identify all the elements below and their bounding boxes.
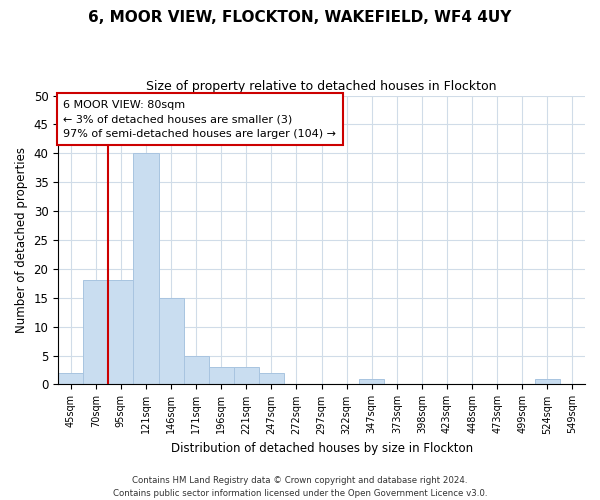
Y-axis label: Number of detached properties: Number of detached properties bbox=[15, 147, 28, 333]
Bar bbox=[234, 367, 259, 384]
Bar bbox=[259, 373, 284, 384]
Bar bbox=[158, 298, 184, 384]
Bar bbox=[58, 373, 83, 384]
Text: 6, MOOR VIEW, FLOCKTON, WAKEFIELD, WF4 4UY: 6, MOOR VIEW, FLOCKTON, WAKEFIELD, WF4 4… bbox=[88, 10, 512, 25]
Bar bbox=[109, 280, 133, 384]
Bar bbox=[83, 280, 109, 384]
Text: 6 MOOR VIEW: 80sqm
← 3% of detached houses are smaller (3)
97% of semi-detached : 6 MOOR VIEW: 80sqm ← 3% of detached hous… bbox=[64, 100, 337, 138]
Bar bbox=[535, 378, 560, 384]
Title: Size of property relative to detached houses in Flockton: Size of property relative to detached ho… bbox=[146, 80, 497, 93]
Text: Contains HM Land Registry data © Crown copyright and database right 2024.
Contai: Contains HM Land Registry data © Crown c… bbox=[113, 476, 487, 498]
Bar bbox=[209, 367, 234, 384]
Bar bbox=[133, 154, 158, 384]
X-axis label: Distribution of detached houses by size in Flockton: Distribution of detached houses by size … bbox=[170, 442, 473, 455]
Bar bbox=[184, 356, 209, 384]
Bar bbox=[359, 378, 384, 384]
